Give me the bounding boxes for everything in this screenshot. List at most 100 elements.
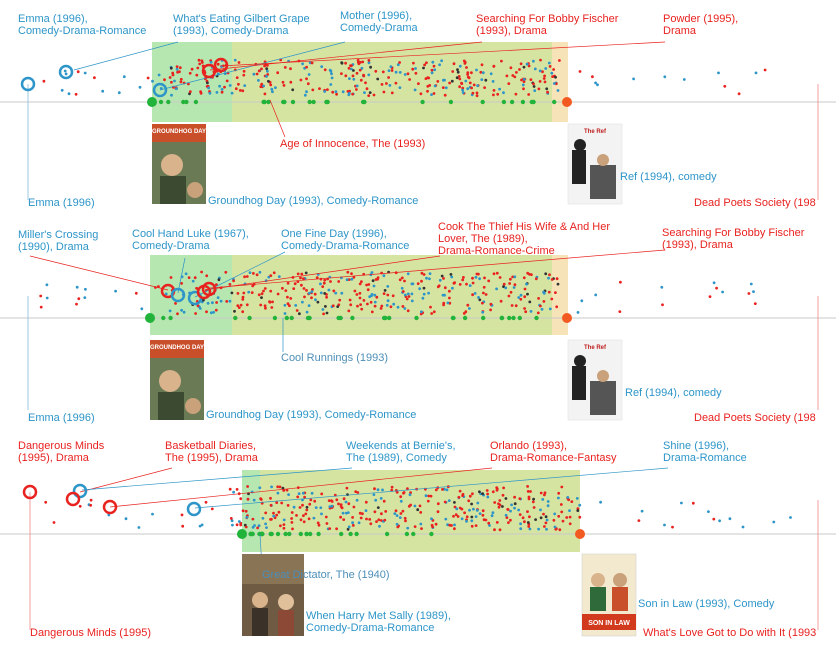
scatter-dot (548, 273, 551, 277)
scatter-dot (540, 307, 544, 311)
scatter-dot (358, 282, 362, 286)
scatter-dot (432, 64, 436, 68)
scatter-dot (460, 517, 464, 521)
scatter-dot (548, 307, 552, 311)
scatter-dot (374, 69, 378, 73)
scatter-dot (175, 65, 179, 68)
scatter-dot (429, 305, 432, 309)
scatter-dot (456, 515, 460, 518)
scatter-dot (184, 272, 188, 276)
axis-dot (420, 99, 425, 105)
scatter-dot (426, 89, 429, 93)
scatter-dot (194, 312, 198, 315)
scatter-dot (380, 512, 383, 516)
scatter-dot (475, 509, 479, 512)
scatter-dot (352, 275, 356, 279)
label-bobby-2: (1993), Drama (476, 25, 548, 37)
poster-son-in-law[interactable]: SON IN LAW (581, 553, 637, 637)
scatter-dot (430, 71, 434, 75)
scatter-dot (458, 64, 462, 68)
scatter-dot (360, 66, 364, 70)
scatter-dot (258, 486, 262, 490)
scatter-dot (328, 527, 332, 530)
poster-ref[interactable]: The Ref (567, 123, 623, 205)
scatter-dot (260, 296, 263, 299)
scatter-dot (519, 297, 523, 301)
scatter-dot (239, 523, 243, 527)
scatter-dot (432, 92, 436, 95)
scatter-dot (330, 500, 334, 503)
scatter-dot (534, 518, 537, 521)
scatter-dot (591, 75, 594, 79)
scatter-dot (309, 498, 313, 502)
scatter-dot (78, 504, 82, 508)
scatter-dot (260, 67, 263, 71)
poster-groundhog-day[interactable]: GROUNDHOG DAY (150, 340, 204, 420)
scatter-dot (286, 295, 289, 299)
scatter-dot (198, 307, 202, 310)
scatter-dot (394, 70, 398, 74)
scatter-dot (206, 81, 209, 85)
scatter-dot (403, 279, 406, 283)
scatter-dot (484, 293, 488, 296)
left-axis-label: Emma (1996) (28, 412, 95, 424)
scatter-dot (428, 277, 431, 281)
right-axis-label: Dead Poets Society (198 (694, 197, 816, 209)
scatter-dot (480, 63, 484, 67)
scatter-dot (281, 80, 285, 84)
scatter-dot (436, 80, 440, 83)
scatter-dot (209, 311, 213, 315)
scatter-dot (509, 518, 512, 522)
scatter-dot (318, 87, 321, 90)
scatter-dot (307, 291, 311, 295)
scatter-dot (351, 516, 354, 519)
scatter-dot (566, 496, 570, 499)
scatter-dot (383, 518, 387, 522)
scatter-dot (504, 513, 508, 517)
scatter-dot (502, 486, 505, 490)
scatter-dot (495, 271, 499, 275)
scatter-dot (513, 502, 517, 506)
scatter-dot (259, 303, 263, 307)
axis-dot (507, 315, 512, 321)
scatter-dot (489, 72, 493, 76)
poster-ref[interactable]: The Ref (567, 339, 623, 421)
scatter-dot (283, 303, 287, 307)
scatter-dot (198, 524, 202, 528)
scatter-dot (291, 527, 294, 531)
poster-when-harry-met-sally[interactable] (242, 554, 304, 636)
scatter-dot (413, 504, 417, 508)
scatter-dot (263, 64, 266, 68)
scatter-dot (305, 77, 308, 81)
middle-label: Cool Runnings (1993) (281, 352, 388, 364)
scatter-dot (406, 309, 410, 313)
scatter-dot (310, 296, 313, 300)
scatter-dot (302, 514, 305, 518)
scatter-dot (502, 282, 506, 286)
axis-dot (233, 315, 238, 321)
poster-groundhog-day[interactable]: GROUNDHOG DAY (152, 124, 206, 204)
scatter-dot (663, 523, 666, 527)
scatter-dot (538, 69, 542, 73)
scatter-dot (275, 513, 279, 517)
scatter-dot (342, 518, 346, 521)
scatter-dot (381, 70, 385, 74)
scatter-dot (255, 273, 259, 277)
scatter-dot (379, 307, 383, 310)
scatter-dot (341, 90, 345, 94)
scatter-dot (367, 283, 371, 286)
scatter-dot (393, 512, 397, 515)
scatter-dot (442, 78, 445, 82)
scatter-dot (497, 505, 501, 509)
label-orlando-1: Orlando (1993), (490, 440, 567, 452)
scatter-dot (557, 514, 561, 518)
scatter-dot (452, 514, 455, 518)
scatter-dot (319, 291, 323, 295)
svg-text:GROUNDHOG DAY: GROUNDHOG DAY (152, 129, 206, 135)
scatter-dot (427, 494, 431, 498)
scatter-dot (358, 296, 362, 300)
scatter-dot (463, 511, 466, 515)
scatter-dot (298, 506, 302, 509)
scatter-dot (420, 527, 423, 530)
scatter-dot (493, 528, 496, 532)
